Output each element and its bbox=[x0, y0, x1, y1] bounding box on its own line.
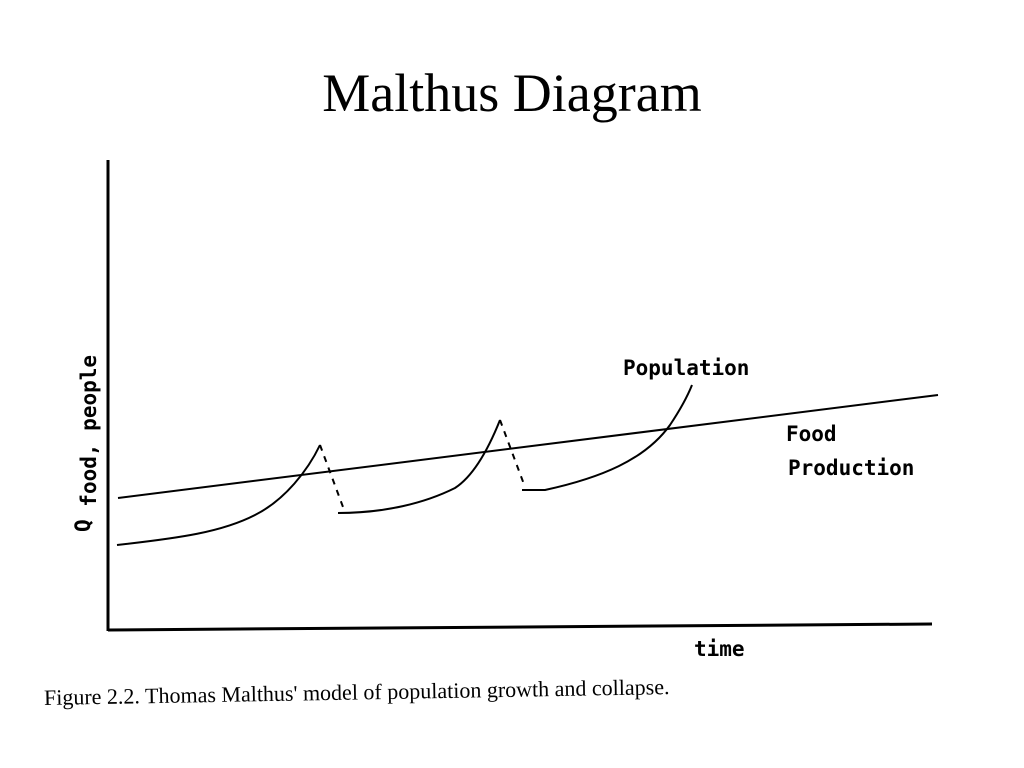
food-production-line bbox=[117, 394, 939, 499]
population-collapse-2 bbox=[499, 419, 526, 488]
food-label-line1: Food bbox=[786, 422, 837, 446]
population-curve-segment-1 bbox=[116, 444, 321, 546]
x-axis-label: time bbox=[694, 637, 745, 661]
food-label-line2: Production bbox=[788, 456, 914, 480]
y-axis-label-subscript: food, people bbox=[77, 355, 101, 507]
x-axis bbox=[107, 622, 933, 632]
slide-title: Malthus Diagram bbox=[322, 63, 702, 123]
population-collapse-1 bbox=[319, 444, 344, 508]
y-axis-label-main: Q bbox=[71, 519, 95, 532]
population-curve-segment-3 bbox=[522, 384, 693, 491]
population-label: Population bbox=[623, 356, 749, 380]
population-curve-segment-2 bbox=[337, 419, 501, 514]
y-axis-label: Q food, people bbox=[71, 355, 101, 532]
